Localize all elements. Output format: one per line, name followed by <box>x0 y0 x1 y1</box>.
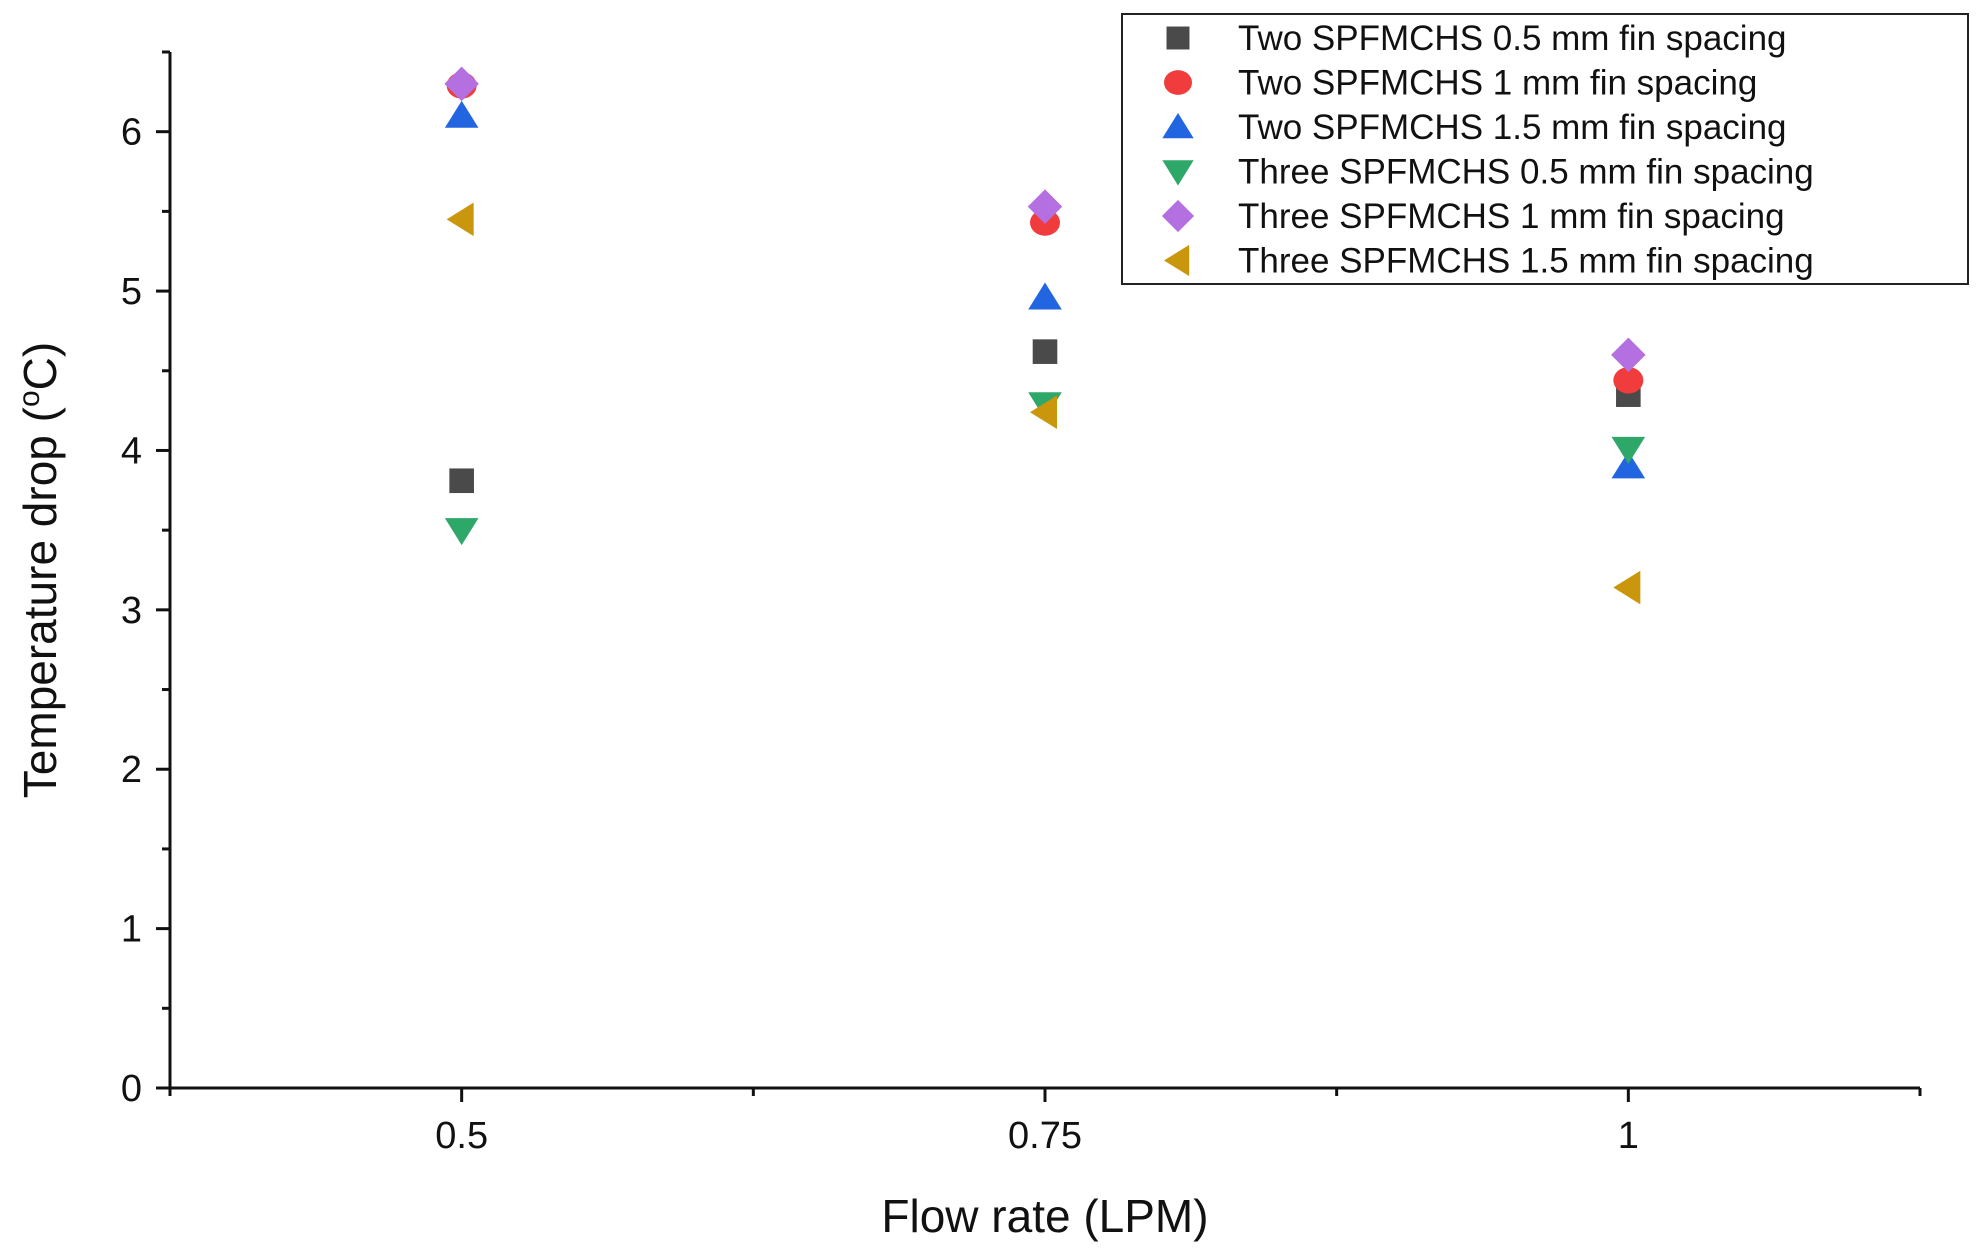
x-tick-label: 0.5 <box>435 1115 488 1157</box>
data-point <box>1032 339 1058 364</box>
data-point <box>1611 436 1646 464</box>
legend-label: Two SPFMCHS 0.5 mm fin spacing <box>1238 19 1787 58</box>
legend-label: Two SPFMCHS 1.5 mm fin spacing <box>1238 108 1787 147</box>
data-point <box>446 202 474 237</box>
y-tick-label: 0 <box>121 1068 142 1110</box>
data-markers <box>444 66 1646 605</box>
x-tick-label: 0.75 <box>1008 1115 1082 1157</box>
legend-marker <box>1164 244 1190 277</box>
legend-marker <box>1164 70 1192 95</box>
y-tick-label: 1 <box>121 909 142 951</box>
data-point <box>1611 337 1646 373</box>
series-3 <box>444 100 1646 479</box>
legend-box <box>1121 13 1969 285</box>
y-tick-label: 3 <box>121 590 142 632</box>
data-point <box>449 468 474 494</box>
data-point <box>444 66 479 102</box>
legend-label: Two SPFMCHS 1 mm fin spacing <box>1238 64 1757 103</box>
y-ticks: 0 1 2 3 4 5 6 <box>121 50 170 1110</box>
data-point <box>1613 570 1641 605</box>
y-axis-title-sup: o <box>13 390 46 407</box>
y-axis-title: Temperature drop (oC) <box>13 342 66 798</box>
legend-label: Three SPFMCHS 0.5 mm fin spacing <box>1238 153 1814 192</box>
x-ticks: 0.5 0.75 1 <box>168 1088 1922 1157</box>
y-tick-label: 6 <box>121 112 142 154</box>
data-point <box>1613 367 1644 394</box>
legend: Two SPFMCHS 0.5 mm fin spacing Two SPFMCH… <box>1121 13 1969 285</box>
series-6 <box>446 202 1641 605</box>
data-point <box>444 100 479 128</box>
y-axis-title-pre: Temperature drop ( <box>14 406 66 798</box>
data-point <box>1027 189 1063 224</box>
data-point <box>1611 451 1646 479</box>
legend-label: Three SPFMCHS 1.5 mm fin spacing <box>1238 242 1814 281</box>
y-tick-label: 2 <box>121 749 142 791</box>
data-point <box>1030 395 1057 430</box>
legend-label: Three SPFMCHS 1 mm fin spacing <box>1238 197 1785 236</box>
x-axis-title: Flow rate (LPM) <box>881 1190 1208 1242</box>
y-tick-label: 5 <box>121 271 142 313</box>
data-point <box>444 518 479 546</box>
series-5 <box>444 66 1646 373</box>
legend-marker <box>1162 160 1194 186</box>
data-point <box>1028 282 1062 310</box>
y-axis-title-post: C) <box>14 342 66 391</box>
legend-marker <box>1162 113 1194 139</box>
x-tick-label: 1 <box>1618 1115 1639 1157</box>
legend-marker <box>1161 199 1195 233</box>
legend-marker <box>1166 26 1190 50</box>
y-tick-label: 4 <box>121 430 142 472</box>
